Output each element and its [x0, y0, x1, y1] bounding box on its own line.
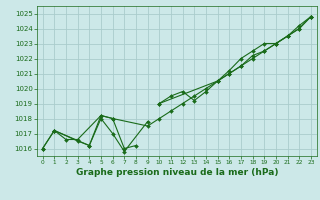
X-axis label: Graphe pression niveau de la mer (hPa): Graphe pression niveau de la mer (hPa) [76, 168, 278, 177]
